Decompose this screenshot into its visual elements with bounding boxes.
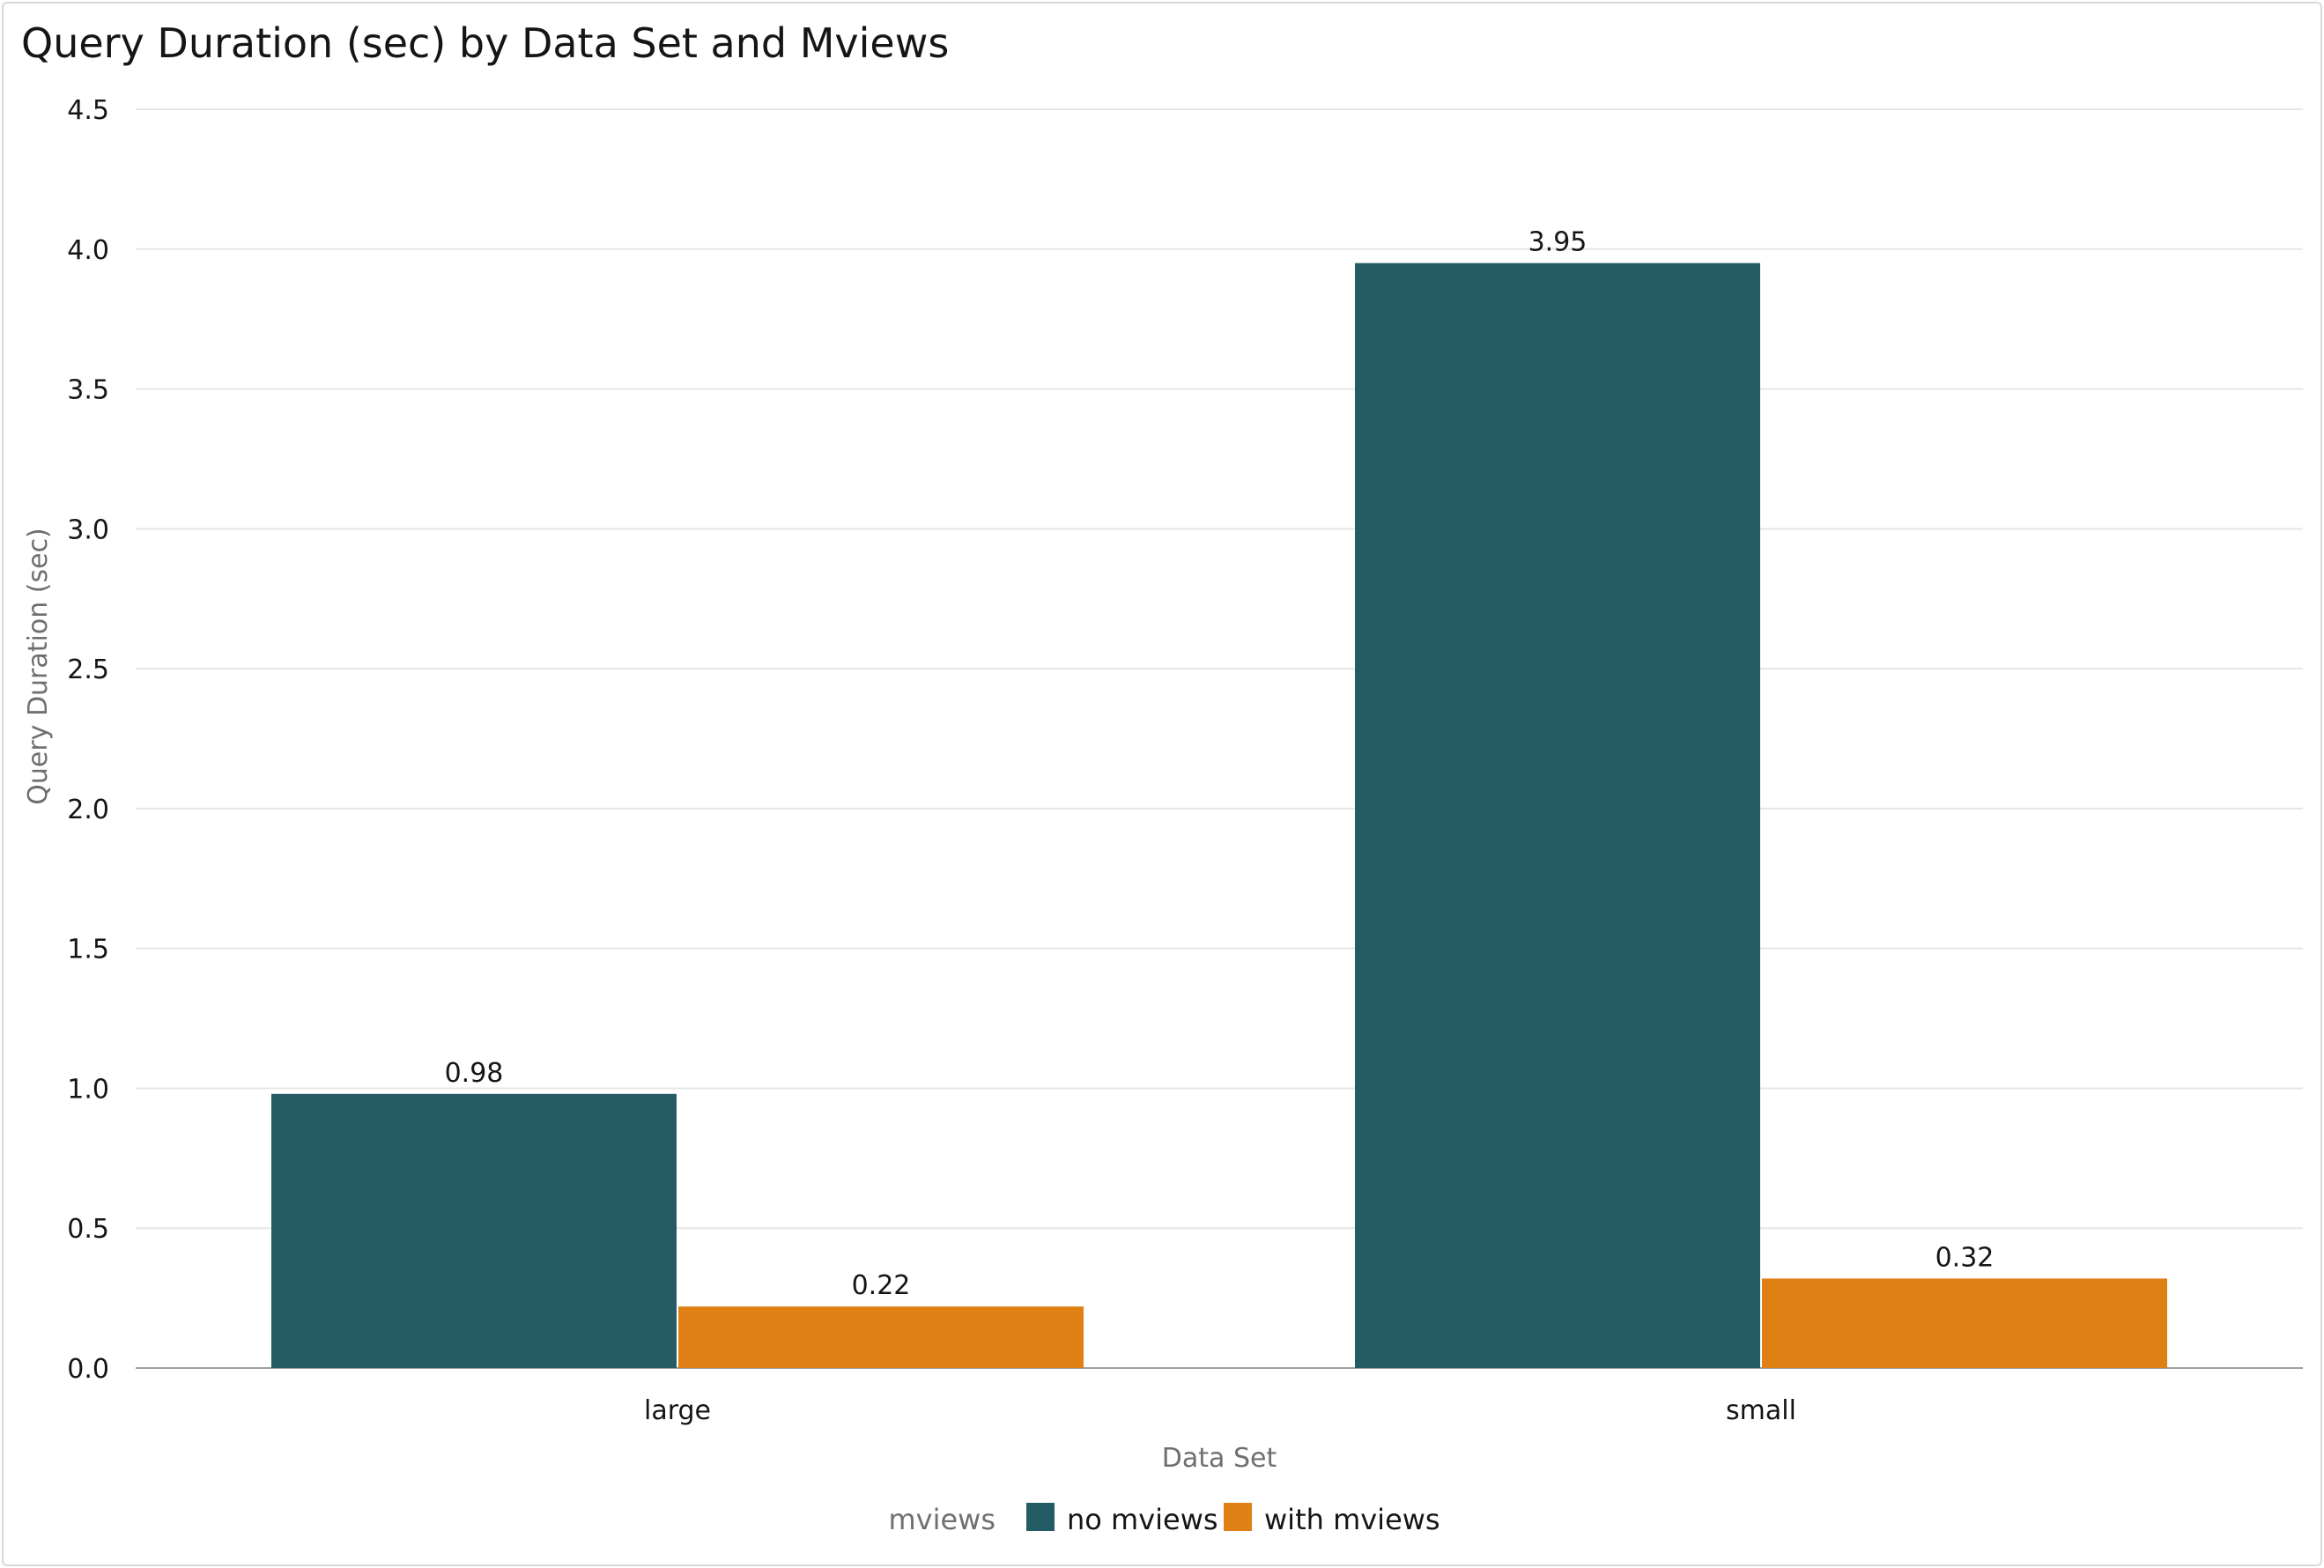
y-axis: 0.0 0.5 1.0 1.5 2.0 2.5 3.0 3.5 4.0 4.5 [67,95,109,1385]
chart-title: Query Duration (sec) by Data Set and Mvi… [21,19,950,67]
y-tick-label: 0.5 [67,1214,109,1245]
bar-with-mviews-large[interactable] [678,1306,1084,1368]
y-tick-label: 1.0 [67,1074,109,1105]
legend-swatch [1026,1503,1055,1531]
y-tick-label: 3.0 [67,514,109,545]
x-axis-title: Data Set [1162,1443,1277,1474]
legend: mviews no mviews with mviews [888,1503,1440,1536]
legend-label: no mviews [1067,1503,1218,1536]
bar-no-mviews-small[interactable] [1355,263,1760,1369]
y-tick-label: 2.0 [67,795,109,825]
y-tick-label: 0.0 [67,1354,109,1385]
x-tick-label: small [1726,1395,1796,1426]
bar-no-mviews-large[interactable] [271,1093,677,1368]
y-tick-label: 3.5 [67,375,109,406]
x-axis: large small [644,1395,1796,1426]
legend-swatch [1224,1503,1252,1531]
bar-with-mviews-small[interactable] [1762,1278,2167,1368]
data-label: 0.98 [445,1058,504,1089]
y-tick-label: 1.5 [67,935,109,965]
legend-item-with-mviews[interactable]: with mviews [1224,1503,1440,1536]
legend-label: with mviews [1264,1503,1440,1536]
x-tick-label: large [644,1395,711,1426]
y-axis-title: Query Duration (sec) [23,528,54,805]
legend-item-no-mviews[interactable]: no mviews [1026,1503,1218,1536]
y-tick-label: 2.5 [67,655,109,685]
y-tick-label: 4.5 [67,95,109,126]
y-tick-label: 4.0 [67,235,109,266]
bars [271,263,2167,1369]
legend-title: mviews [888,1503,995,1536]
data-label: 0.22 [852,1270,911,1301]
data-label: 0.32 [1935,1242,1995,1273]
data-labels: 0.98 0.22 3.95 0.32 [445,227,1995,1301]
data-label: 3.95 [1528,227,1588,258]
